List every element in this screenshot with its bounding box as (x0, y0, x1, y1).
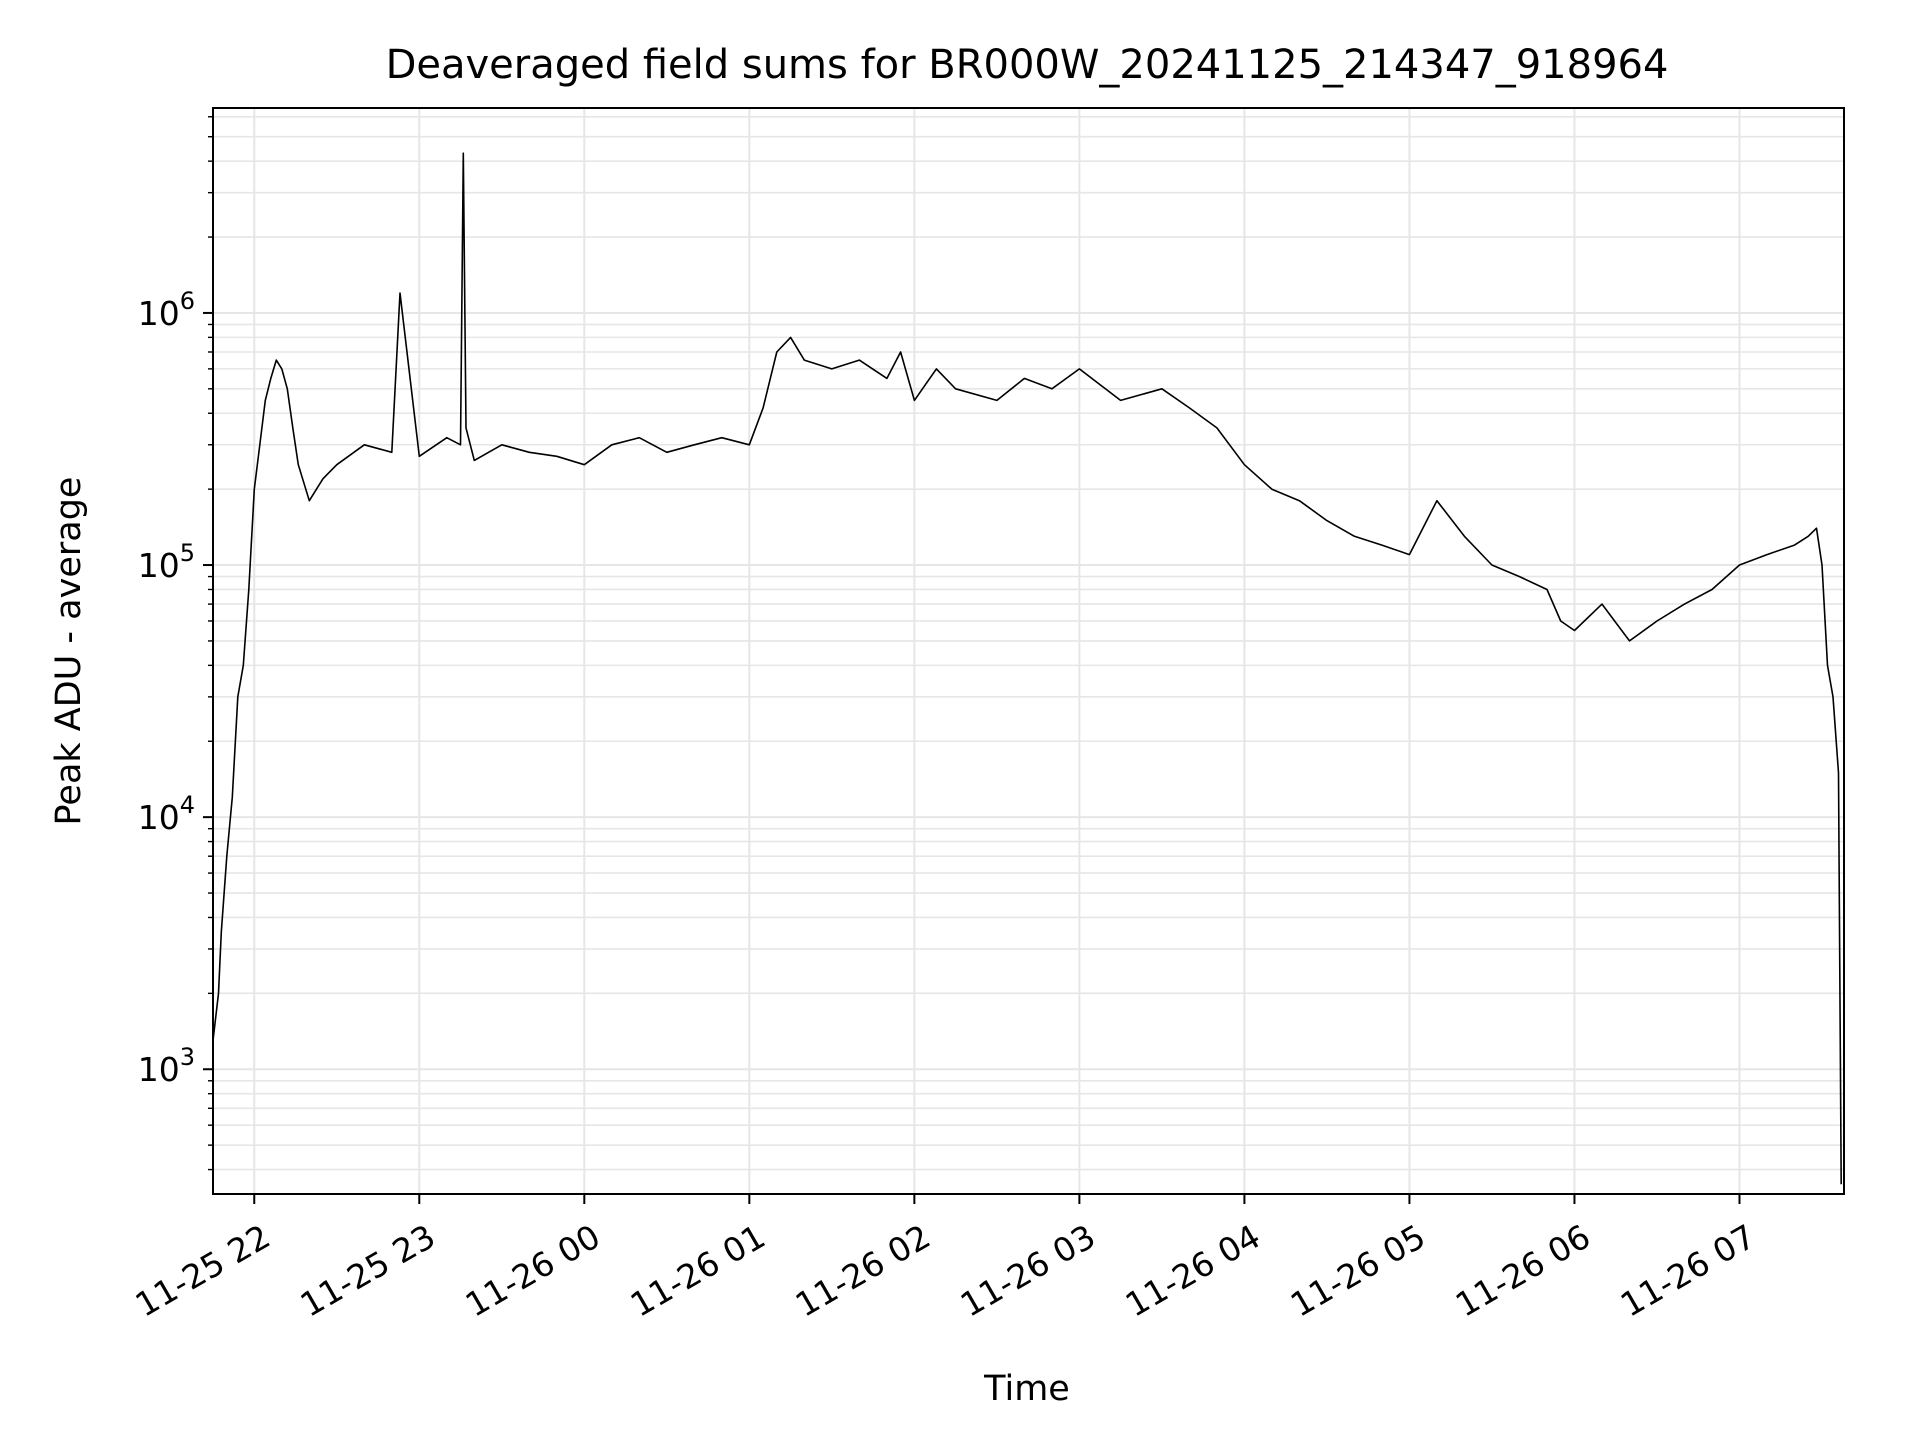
y-tick-exponent: 4 (180, 791, 195, 819)
y-tick-exponent: 5 (180, 539, 195, 567)
y-tick-label: 105 (138, 539, 195, 585)
y-tick-label: 103 (138, 1043, 195, 1089)
y-tick-base: 10 (138, 546, 180, 585)
x-axis-label: Time (983, 1369, 1070, 1409)
plot-frame (212, 107, 1845, 1195)
y-tick-exponent: 6 (180, 287, 195, 315)
series-line (212, 152, 1842, 1185)
grid (213, 108, 1844, 1194)
y-axis-label: Peak ADU - average (49, 477, 89, 826)
y-tick-base: 10 (138, 798, 180, 837)
chart-title: Deaveraged field sums for BR000W_2024112… (386, 42, 1669, 88)
y-tick-exponent: 3 (180, 1043, 195, 1071)
data-layer (212, 152, 1842, 1185)
y-tick-label: 104 (138, 791, 195, 837)
y-tick-label: 106 (138, 287, 195, 333)
y-tick-base: 10 (138, 294, 180, 333)
y-tick-base: 10 (138, 1050, 180, 1089)
